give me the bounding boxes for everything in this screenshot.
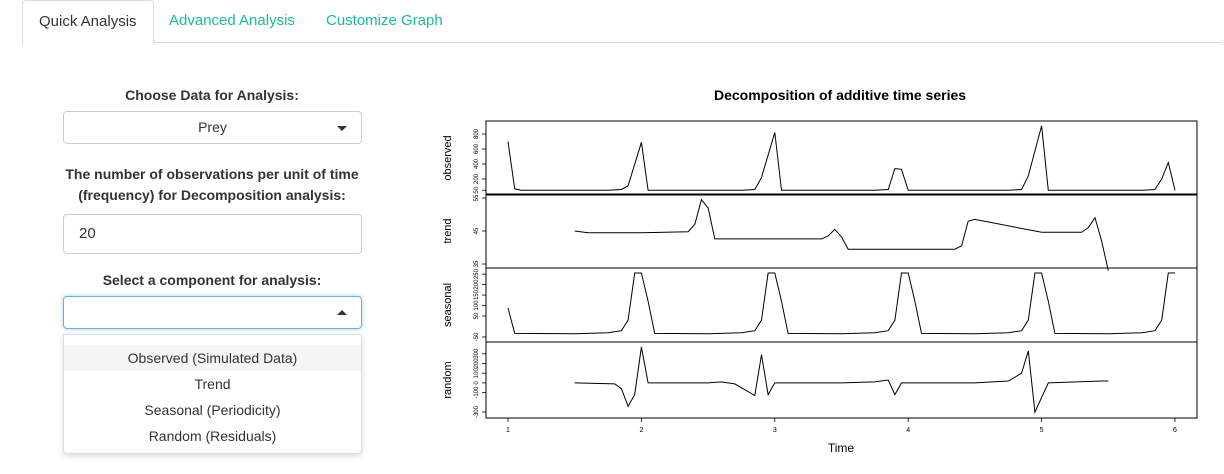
tab-customize-graph[interactable]: Customize Graph <box>326 12 443 29</box>
y-tick-label-trend: 35 <box>474 260 480 267</box>
panel-label-random: random <box>442 361 454 398</box>
data-select-label: Choose Data for Analysis: <box>125 87 299 103</box>
x-tick-label: 6 <box>1173 427 1177 434</box>
option-trend[interactable]: Trend <box>194 376 231 392</box>
panel-frame-random <box>485 341 1198 419</box>
tab-bar: Quick Analysis Advanced Analysis Customi… <box>22 0 1222 44</box>
panel-frame-observed <box>485 120 1198 196</box>
frequency-label: The number of observations per unit of t… <box>62 164 362 206</box>
panel-label-trend: trend <box>442 218 454 243</box>
x-tick-label: 5 <box>1040 427 1044 434</box>
y-tick-label-trend: 55 <box>474 194 480 201</box>
tab-advanced-analysis[interactable]: Advanced Analysis <box>169 12 295 29</box>
y-tick-label-random: 300 <box>474 348 480 359</box>
y-tick-label-random: 200 <box>474 358 480 369</box>
series-line-trend <box>574 198 1109 271</box>
component-dropdown: Observed (Simulated Data) Trend Seasonal… <box>63 334 362 454</box>
y-tick-label-observed: 600 <box>474 143 480 154</box>
y-tick-label-random: 100 <box>474 368 480 379</box>
x-tick-label: 1 <box>506 427 510 434</box>
component-select-label: Select a component for analysis: <box>102 272 322 288</box>
y-tick-label-observed: 200 <box>474 173 480 184</box>
x-tick-label: 3 <box>773 427 777 434</box>
y-tick-label-random: -100 <box>474 386 480 399</box>
frequency-input[interactable]: 20 <box>63 214 362 254</box>
y-tick-label-seasonal: 50 <box>474 312 480 319</box>
y-tick-label-seasonal: 100 <box>474 300 480 311</box>
chevron-up-icon <box>337 310 347 315</box>
y-tick-label-random: 0 <box>474 381 480 385</box>
frequency-label-line2: (frequency) for Decomposition analysis: <box>78 187 346 203</box>
chart-title: Decomposition of additive time series <box>714 87 966 103</box>
option-seasonal[interactable]: Seasonal (Periodicity) <box>144 402 281 418</box>
y-tick-label-observed: 50 <box>474 186 480 193</box>
data-select[interactable]: Prey <box>63 111 362 144</box>
tab-quick-analysis[interactable]: Quick Analysis <box>22 0 154 44</box>
y-tick-label-seasonal: 200 <box>474 279 480 290</box>
x-tick-label: 2 <box>639 427 643 434</box>
y-tick-label-seasonal: 250 <box>474 268 480 279</box>
option-random[interactable]: Random (Residuals) <box>148 428 277 444</box>
decomposition-chart: Decomposition of additive time series ob… <box>442 87 1198 455</box>
panel-frame-seasonal <box>485 267 1198 343</box>
y-tick-label-seasonal: -50 <box>474 332 480 341</box>
x-axis-label: Time <box>828 441 855 455</box>
y-tick-label-trend: 45 <box>474 227 480 234</box>
x-tick-label: 4 <box>906 427 910 434</box>
option-observed[interactable]: Observed (Simulated Data) <box>64 345 361 371</box>
y-tick-label-random: -300 <box>474 405 480 418</box>
y-tick-label-seasonal: 150 <box>474 289 480 300</box>
data-select-value: Prey <box>198 119 227 135</box>
panel-frame-trend <box>485 193 1198 269</box>
chevron-down-icon <box>337 126 347 131</box>
y-tick-label-observed: 400 <box>474 158 480 169</box>
panel-label-observed: observed <box>442 135 454 180</box>
y-tick-label-observed: 800 <box>474 128 480 139</box>
series-line-seasonal <box>507 272 1175 335</box>
frequency-label-line1: The number of observations per unit of t… <box>65 166 359 182</box>
series-line-random <box>574 346 1109 414</box>
series-line-observed <box>507 125 1176 191</box>
component-select[interactable] <box>63 296 362 329</box>
panel-label-seasonal: seasonal <box>442 283 454 327</box>
